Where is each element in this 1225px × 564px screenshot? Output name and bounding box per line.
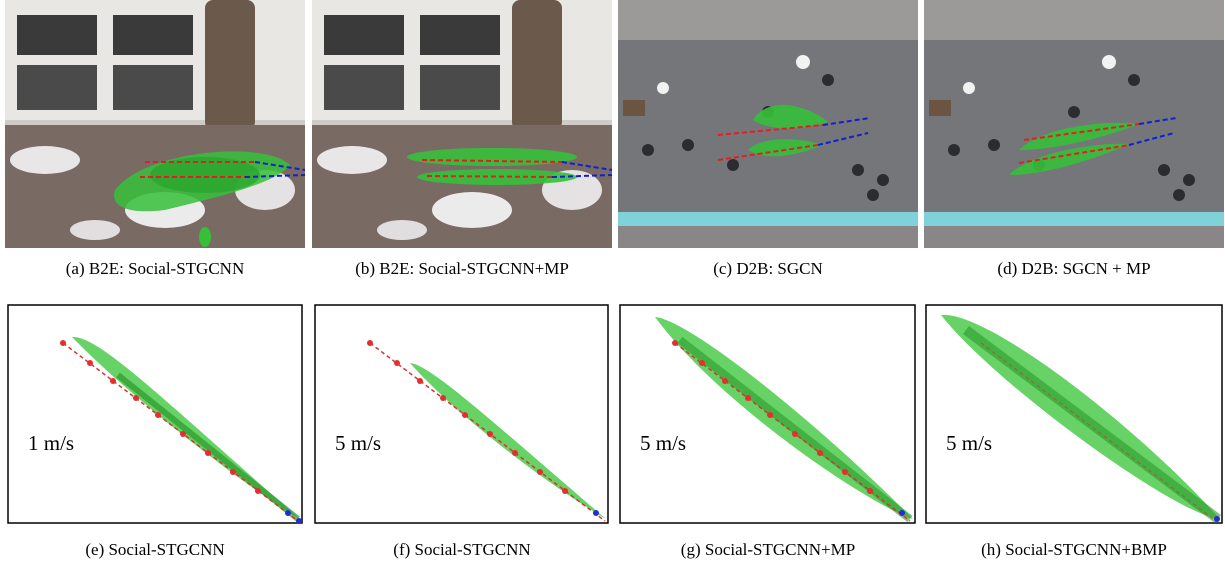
- panel-plot: 5 m/s: [926, 305, 1222, 523]
- panel-plot: 5 m/s: [620, 305, 915, 523]
- caption: (b) B2E: Social-STGCNN+MP: [355, 259, 569, 278]
- panel-plot: 5 m/s: [315, 305, 608, 523]
- caption: (f) Social-STGCNN: [393, 540, 530, 559]
- speed-label: 5 m/s: [335, 431, 381, 455]
- caption: (d) D2B: SGCN + MP: [997, 259, 1150, 278]
- panel-image: [618, 0, 918, 248]
- caption: (h) Social-STGCNN+BMP: [981, 540, 1167, 559]
- caption: (a) B2E: Social-STGCNN: [66, 259, 244, 278]
- panel-image: [924, 0, 1224, 248]
- panel-image: [312, 0, 612, 248]
- caption: (c) D2B: SGCN: [713, 259, 823, 278]
- panel-plot: 1 m/s: [8, 305, 302, 524]
- page: {"panels": [ {"caption": "(a) B2E: Socia…: [0, 0, 1225, 564]
- figure: 1 m/s 5 m/s 5 m/s 5 m/s (a) B2E: Social-…: [0, 0, 1225, 564]
- caption: (g) Social-STGCNN+MP: [681, 540, 855, 559]
- caption: (e) Social-STGCNN: [85, 540, 224, 559]
- speed-label: 1 m/s: [28, 431, 74, 455]
- speed-label: 5 m/s: [640, 431, 686, 455]
- panel-image: [5, 0, 305, 248]
- speed-label: 5 m/s: [946, 431, 992, 455]
